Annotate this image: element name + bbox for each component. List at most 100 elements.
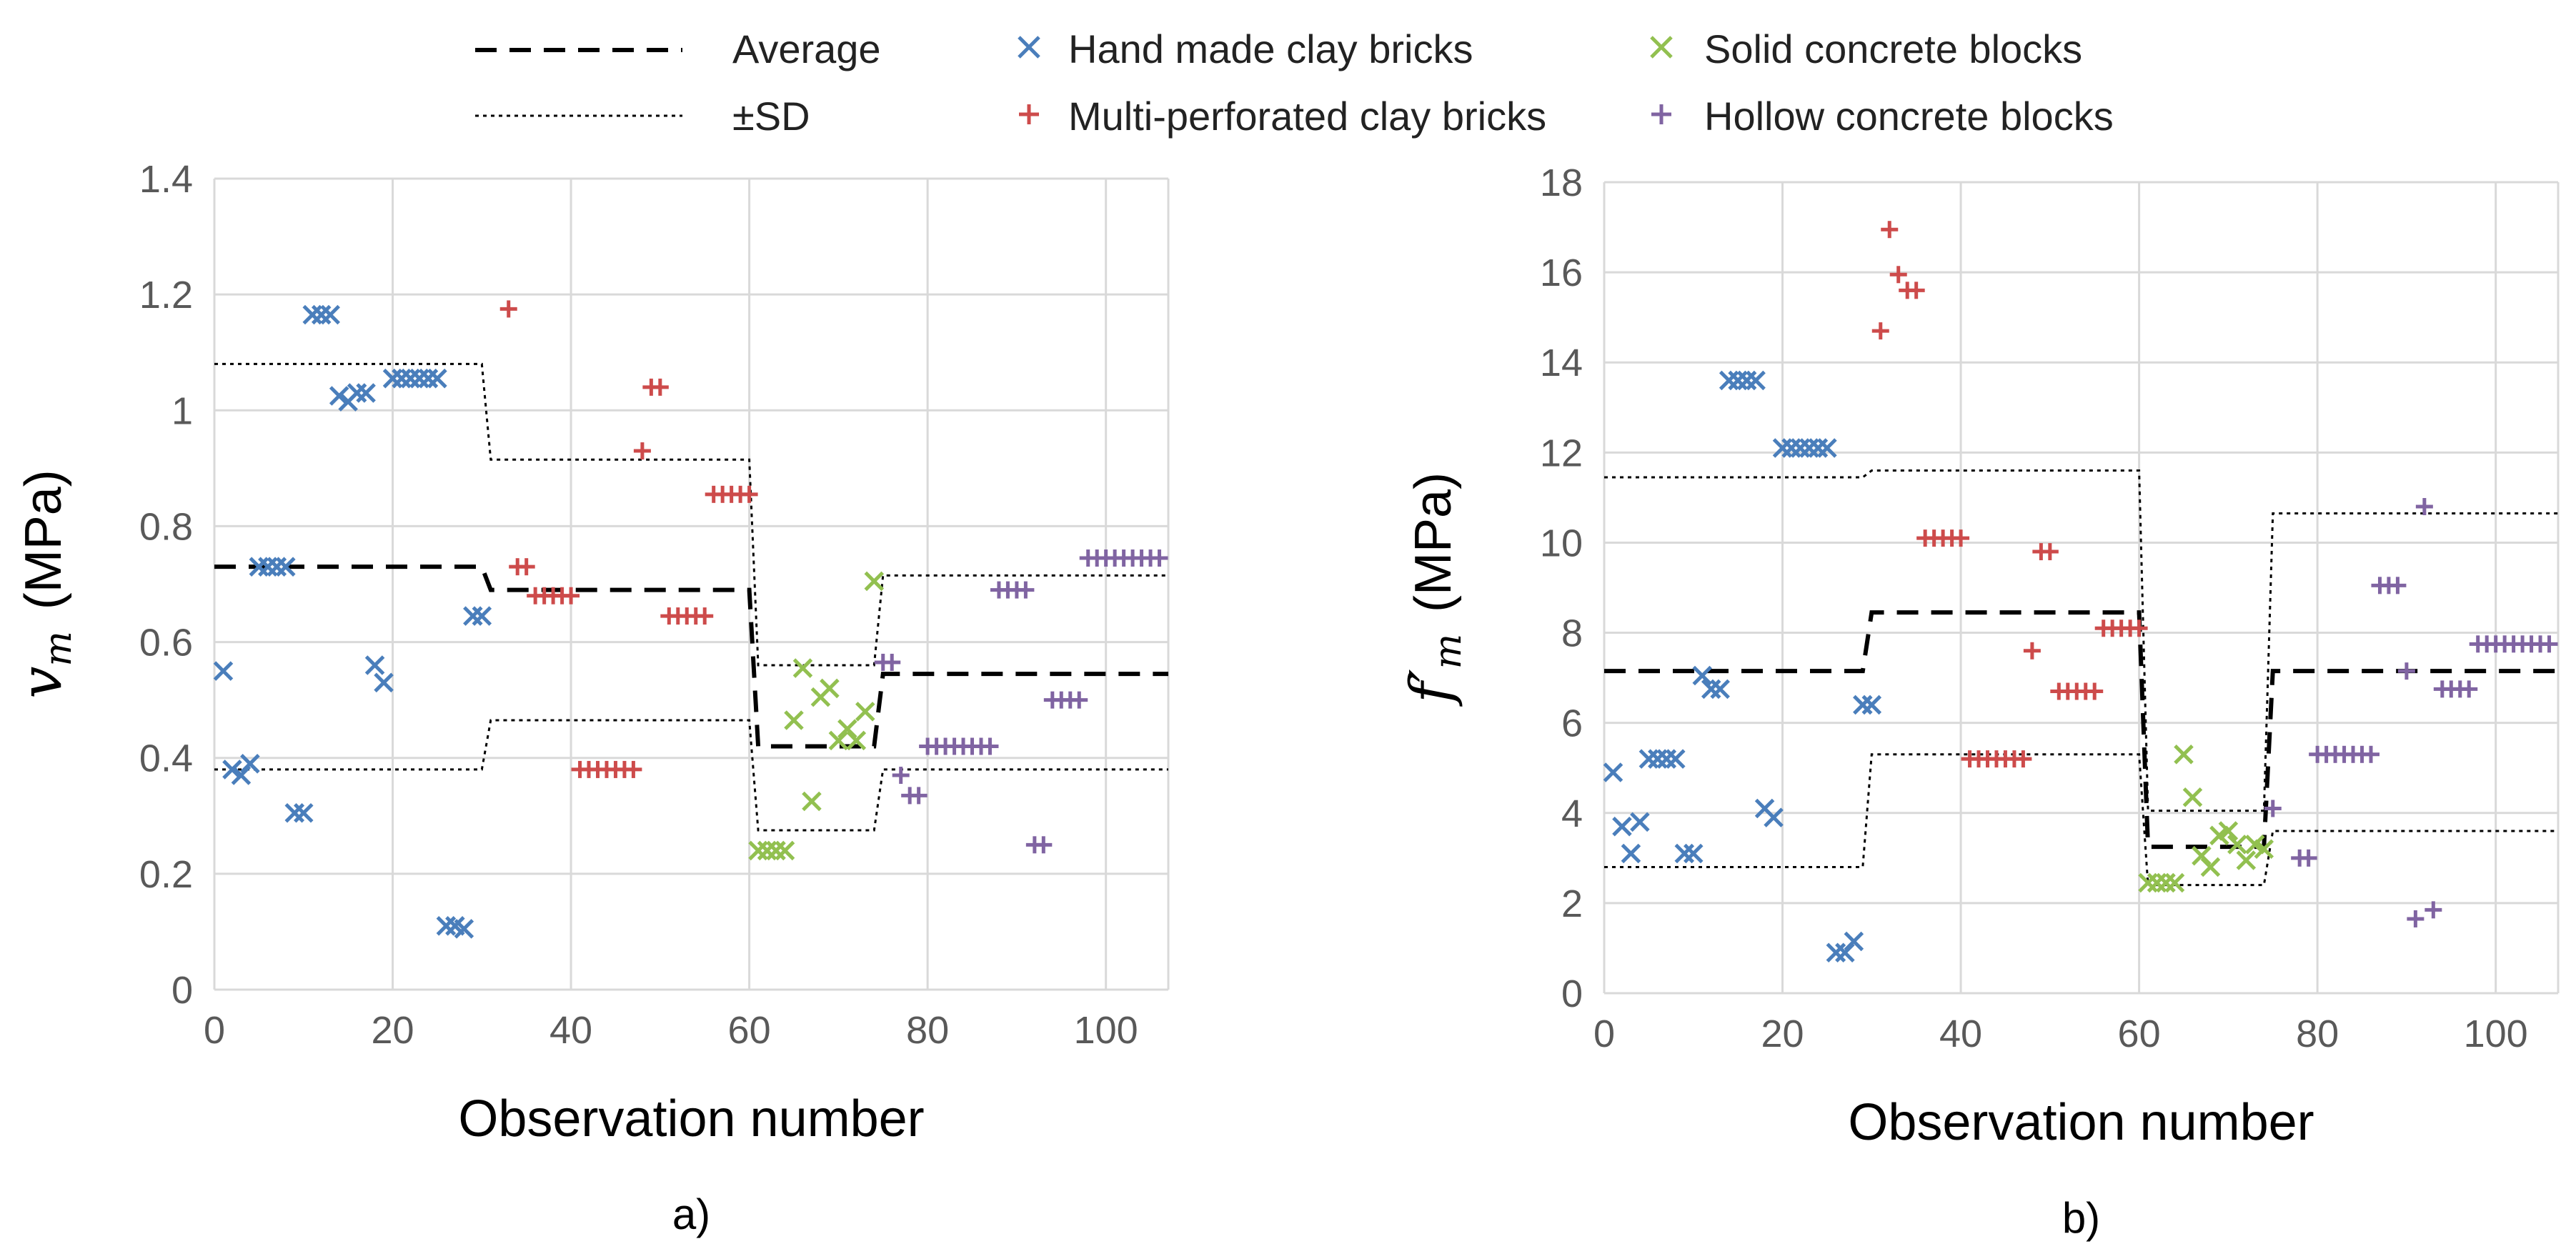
legend-multi-perforated-marker: [1019, 104, 1039, 124]
x-axis-title: Observation number: [1848, 1094, 2314, 1151]
data-point-hand_made: [276, 557, 296, 577]
data-point-hollow_concrete: [1150, 549, 1168, 567]
gridlines: [213, 177, 1170, 991]
data-point-hand_made: [320, 304, 340, 325]
data-point-solid_concrete: [2138, 872, 2158, 893]
data-point-hand_made: [1648, 749, 1668, 769]
data-point-solid_concrete: [828, 730, 849, 751]
data-point-hand_made: [1674, 843, 1695, 864]
data-point-hand_made: [1728, 370, 1748, 391]
data-point-hand_made: [302, 304, 323, 325]
data-point-solid_concrete: [855, 702, 875, 722]
legend-solid-concrete-marker: [1650, 36, 1673, 59]
data-point-multi_perforated: [740, 485, 758, 503]
sd-lower-line: [214, 719, 1168, 832]
data-point-hand_made: [1621, 843, 1641, 864]
data-point-hollow_concrete: [2540, 635, 2558, 653]
data-point-solid_concrete: [820, 678, 840, 699]
x-tick-label: 20: [1761, 1012, 1804, 1055]
data-point-solid_concrete: [2254, 839, 2274, 859]
data-point-hand_made: [356, 383, 376, 403]
y-tick-label: 16: [1540, 252, 1583, 294]
sd-upper-line: [1604, 469, 2558, 812]
data-point-multi_perforated: [2041, 543, 2059, 561]
data-point-hand_made: [1683, 843, 1704, 864]
data-point-hand_made: [1826, 942, 1846, 963]
y-tick-label: 2: [1561, 882, 1583, 925]
data-point-multi_perforated: [2130, 619, 2148, 637]
data-point-hand_made: [409, 368, 429, 389]
series-hand_made: [213, 304, 492, 939]
legend: Average ±SD Hand made clay bricks Multi-…: [475, 26, 2114, 139]
x-tick-label: 100: [2464, 1012, 2528, 1055]
data-point-solid_concrete: [792, 658, 813, 678]
y-tick-label: 0.2: [139, 853, 193, 896]
data-point-hand_made: [1746, 370, 1766, 391]
data-point-hand_made: [1781, 438, 1801, 458]
data-point-multi_perforated: [2086, 682, 2104, 700]
data-point-multi_perforated: [633, 442, 651, 460]
data-point-hand_made: [364, 655, 385, 675]
data-point-hollow_concrete: [981, 737, 999, 755]
data-point-hand_made: [213, 661, 234, 681]
data-point-hollow_concrete: [2264, 800, 2282, 817]
data-point-hand_made: [1656, 749, 1677, 769]
legend-average-label: Average: [732, 26, 881, 71]
x-tick-label: 0: [1593, 1012, 1615, 1055]
data-point-hollow_concrete: [892, 767, 910, 785]
data-point-hollow_concrete: [1070, 691, 1088, 709]
tick-labels: 0 0.2 0.4 0.6 0.8 1 1.2 1.4 0 20 40 60 80 100: [139, 158, 1138, 1052]
y-axis-symbol: f′: [1398, 669, 1464, 707]
data-point-solid_concrete: [846, 730, 867, 751]
data-point-multi_perforated: [1952, 529, 1970, 547]
chart-a: 0 0.2 0.4 0.6 0.8 1 1.2 1.4 0 20 40 60 80 100 Observat…: [8, 158, 1170, 1238]
y-tick-label: 0.8: [139, 505, 193, 548]
data-point-solid_concrete: [757, 840, 777, 861]
data-point-hand_made: [284, 802, 305, 823]
x-tick-label: 80: [906, 1009, 949, 1052]
data-point-hand_made: [1844, 931, 1864, 952]
data-point-hollow_concrete: [2460, 680, 2478, 698]
data-point-hand_made: [347, 383, 367, 403]
legend-hand-made-marker: [1018, 36, 1040, 59]
data-point-solid_concrete: [837, 719, 857, 739]
y-axis-unit: (MPa): [1405, 472, 1462, 612]
x-tick-label: 40: [1939, 1012, 1982, 1055]
data-point-hollow_concrete: [2397, 662, 2415, 680]
data-point-multi_perforated: [696, 607, 714, 625]
gridlines: [1603, 181, 2560, 995]
data-point-solid_concrete: [2200, 857, 2221, 877]
y-axis-subscript: m: [1427, 634, 1470, 669]
data-point-multi_perforated: [625, 760, 642, 778]
data-point-solid_concrete: [2218, 821, 2239, 841]
average-line: [214, 564, 1168, 749]
data-point-multi_perforated: [2014, 750, 2032, 768]
data-point-hand_made: [222, 760, 242, 780]
y-tick-label: 18: [1540, 161, 1583, 204]
y-tick-label: 0: [171, 969, 193, 1012]
data-point-hand_made: [418, 368, 439, 389]
data-point-hand_made: [329, 386, 349, 406]
legend-sd-label: ±SD: [732, 94, 810, 139]
y-tick-label: 10: [1540, 522, 1583, 564]
svg-text:vm(MPa): vm (MPa): [8, 469, 80, 699]
data-point-multi_perforated: [562, 587, 580, 604]
series-multi_perforated: [499, 300, 758, 778]
series-hand_made: [1603, 370, 1882, 963]
legend-hollow-concrete-label: Hollow concrete blocks: [1704, 94, 2114, 139]
average-line: [1604, 610, 2558, 850]
y-tick-label: 14: [1540, 342, 1583, 384]
data-point-hollow_concrete: [2415, 498, 2433, 515]
data-point-hollow_concrete: [2362, 745, 2379, 763]
data-point-hand_made: [1861, 695, 1882, 715]
y-tick-label: 1.4: [139, 158, 193, 201]
y-tick-label: 1: [171, 389, 193, 432]
series-solid_concrete: [2138, 745, 2274, 893]
data-point-hand_made: [1630, 812, 1650, 832]
data-point-hand_made: [1612, 816, 1632, 837]
data-point-multi_perforated: [499, 300, 517, 318]
data-point-multi_perforated: [1881, 221, 1899, 239]
x-tick-label: 60: [2118, 1012, 2161, 1055]
y-axis-symbol: v: [8, 667, 74, 699]
